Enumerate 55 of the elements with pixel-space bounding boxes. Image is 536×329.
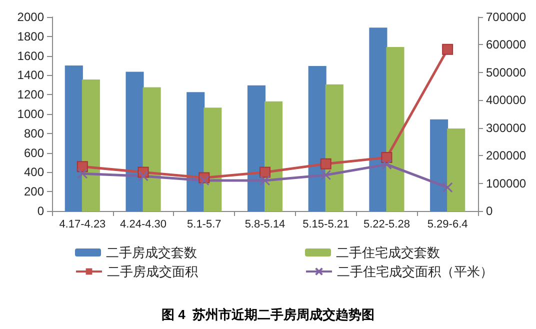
y2-tick-label: 600000: [486, 38, 526, 52]
y2-tick-label: 400000: [486, 93, 526, 108]
y2-tick-label: 500000: [486, 65, 526, 80]
y-tick-label: 600: [24, 146, 44, 160]
y-tick-label: 1400: [17, 68, 44, 82]
legend-label: 二手房成交套数: [106, 245, 197, 260]
x-tick-label: 4.17-4.23: [59, 218, 106, 230]
bar: [325, 84, 344, 212]
legend-label: 二手住宅成交面积（平米）: [337, 264, 493, 279]
point: [138, 170, 149, 182]
y-tick-label: 0: [37, 204, 44, 218]
y-tick-label: 2000: [17, 10, 44, 24]
y-tick-label: 1200: [17, 88, 44, 102]
y-tick-label: 1000: [17, 107, 44, 121]
x-tick-label: 4.24-4.30: [120, 218, 167, 230]
bar: [369, 28, 388, 212]
x-tick-label: 5.29-6.4: [427, 218, 468, 230]
bar: [447, 128, 466, 212]
point: [320, 158, 332, 170]
y-tick-label: 800: [24, 126, 44, 140]
legend-label: 二手房成交面积: [107, 264, 198, 279]
y-tick-label: 400: [24, 165, 44, 180]
x-tick-label: 5.8-5.14: [244, 218, 286, 230]
point: [260, 166, 270, 178]
bar: [64, 65, 83, 212]
legend-label: 二手住宅成交套数: [336, 245, 440, 260]
point: [198, 175, 210, 186]
bar: [126, 72, 144, 212]
y2-tick-label: 300000: [486, 120, 526, 135]
y-tick-label: 1600: [17, 48, 44, 63]
point: [320, 170, 332, 180]
bar: [186, 92, 205, 212]
bar: [430, 119, 448, 212]
bar: [308, 66, 326, 212]
bar: [142, 87, 161, 212]
point: [442, 44, 454, 55]
bar: [204, 108, 222, 212]
bar: [386, 47, 404, 212]
point: [442, 182, 453, 193]
y2-tick-label: 0: [486, 204, 493, 218]
point: [381, 159, 392, 170]
y-tick-label: 200: [24, 184, 44, 199]
y2-tick-label: 100000: [486, 176, 526, 190]
x-tick-label: 5.1-5.7: [187, 218, 222, 230]
y2-tick-label: 700000: [486, 10, 526, 24]
point: [260, 175, 270, 186]
y-tick-label: 1800: [17, 29, 44, 44]
y2-tick-label: 200000: [486, 148, 526, 163]
x-tick-label: 5.22-5.28: [363, 218, 410, 230]
point: [77, 168, 88, 179]
bar: [82, 80, 100, 212]
x-tick-label: 5.15-5.21: [302, 218, 350, 230]
point: [381, 152, 392, 164]
text: 图 4 苏州市近期二手房周成交趋势图: [161, 307, 375, 322]
bar: [264, 101, 283, 212]
